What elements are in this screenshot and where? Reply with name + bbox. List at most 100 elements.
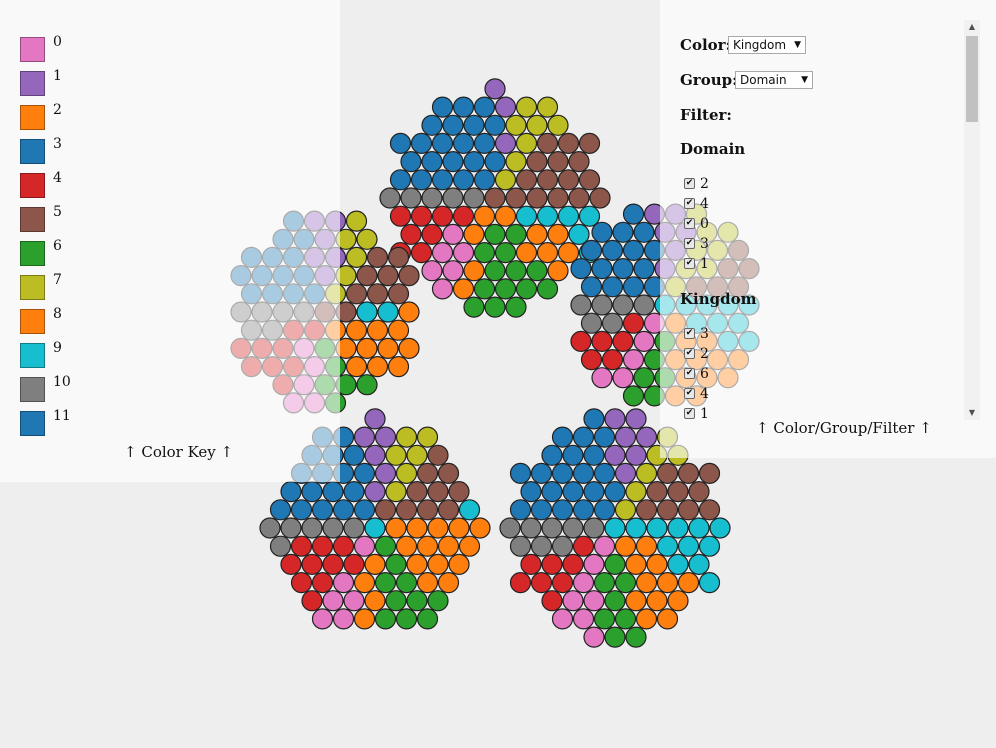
scroll-thumb[interactable] xyxy=(966,36,978,122)
bubble[interactable] xyxy=(322,553,344,576)
bubble[interactable] xyxy=(332,608,355,630)
bubble[interactable] xyxy=(625,408,647,430)
bubble[interactable] xyxy=(416,571,439,594)
bubble[interactable] xyxy=(437,499,460,521)
bubble[interactable] xyxy=(583,626,605,648)
kingdom-checkbox[interactable]: ✔ xyxy=(684,368,695,379)
bubble[interactable] xyxy=(406,517,428,539)
bubble[interactable] xyxy=(570,330,592,352)
bubble[interactable] xyxy=(416,426,439,448)
bubble[interactable] xyxy=(677,499,700,521)
bubble[interactable] xyxy=(343,517,365,539)
bubble[interactable] xyxy=(551,535,574,557)
bubble[interactable] xyxy=(622,239,645,261)
bubble[interactable] xyxy=(442,260,464,282)
bubble[interactable] xyxy=(387,283,410,305)
bubble[interactable] xyxy=(442,187,464,209)
bubble[interactable] xyxy=(580,276,603,298)
bubble[interactable] xyxy=(311,535,334,557)
bubble[interactable] xyxy=(656,571,679,594)
bubble[interactable] xyxy=(259,517,281,539)
bubble[interactable] xyxy=(622,203,645,225)
bubble[interactable] xyxy=(656,535,679,557)
bubble[interactable] xyxy=(572,426,595,448)
bubble[interactable] xyxy=(562,444,584,466)
bubble[interactable] xyxy=(526,260,548,282)
domain-checkbox[interactable]: ✔ xyxy=(684,238,695,249)
bubble[interactable] xyxy=(452,169,475,191)
bubble[interactable] xyxy=(364,481,386,503)
bubble[interactable] xyxy=(416,608,439,630)
bubble[interactable] xyxy=(452,242,475,264)
bubble[interactable] xyxy=(633,294,655,316)
bubble[interactable] xyxy=(604,626,626,648)
bubble[interactable] xyxy=(395,608,418,630)
controls-scroll-area[interactable]: Color: Kingdom ▼ Group: Domain ▼ Filter:… xyxy=(660,16,980,420)
domain-checkbox[interactable]: ✔ xyxy=(684,198,695,209)
bubble[interactable] xyxy=(374,499,397,521)
bubble[interactable] xyxy=(463,114,485,136)
bubble[interactable] xyxy=(473,278,496,300)
bubble[interactable] xyxy=(526,151,548,173)
bubble[interactable] xyxy=(473,242,496,264)
bubble[interactable] xyxy=(646,517,668,539)
bubble[interactable] xyxy=(505,187,527,209)
bubble[interactable] xyxy=(591,294,613,316)
bubble[interactable] xyxy=(698,462,721,484)
bubble[interactable] xyxy=(557,205,580,227)
bubble[interactable] xyxy=(536,205,559,227)
bubble[interactable] xyxy=(505,223,527,245)
bubble[interactable] xyxy=(604,517,626,539)
bubble[interactable] xyxy=(374,608,397,630)
bubble[interactable] xyxy=(385,481,407,503)
bubble[interactable] xyxy=(322,481,344,503)
bubble[interactable] xyxy=(591,258,613,280)
bubble[interactable] xyxy=(601,276,624,298)
bubble[interactable] xyxy=(431,132,454,154)
bubble[interactable] xyxy=(385,553,407,576)
bubble[interactable] xyxy=(551,462,574,484)
bubble[interactable] xyxy=(387,246,410,268)
bubble[interactable] xyxy=(614,535,637,557)
bubble[interactable] xyxy=(562,590,584,612)
bubble[interactable] xyxy=(541,553,563,576)
bubble[interactable] xyxy=(473,205,496,227)
bubble[interactable] xyxy=(593,571,616,594)
bubble[interactable] xyxy=(583,553,605,576)
bubble[interactable] xyxy=(625,444,647,466)
bubble[interactable] xyxy=(526,114,548,136)
bubble[interactable] xyxy=(635,426,658,448)
bubble[interactable] xyxy=(427,444,449,466)
bubble[interactable] xyxy=(469,517,491,539)
bubble[interactable] xyxy=(509,462,532,484)
bubble[interactable] xyxy=(353,535,376,557)
bubble[interactable] xyxy=(583,408,605,430)
bubble[interactable] xyxy=(515,205,538,227)
bubble[interactable] xyxy=(526,187,548,209)
bubble[interactable] xyxy=(389,205,412,227)
bubble[interactable] xyxy=(364,553,386,576)
bubble[interactable] xyxy=(398,301,420,323)
bubble[interactable] xyxy=(557,169,580,191)
group-select[interactable]: Domain ▼ xyxy=(735,71,813,89)
bubble[interactable] xyxy=(499,517,521,539)
bubble[interactable] xyxy=(591,221,613,243)
bubble[interactable] xyxy=(667,553,689,576)
bubble[interactable] xyxy=(578,132,601,154)
bubble[interactable] xyxy=(614,426,637,448)
bubble[interactable] xyxy=(374,535,397,557)
bubble[interactable] xyxy=(601,312,624,334)
bubble[interactable] xyxy=(612,367,634,389)
bubble[interactable] xyxy=(400,223,422,245)
bubble[interactable] xyxy=(677,462,700,484)
bubble[interactable] xyxy=(345,246,368,268)
bubble[interactable] xyxy=(400,151,422,173)
bubble[interactable] xyxy=(557,132,580,154)
bubble[interactable] xyxy=(484,114,506,136)
bubble[interactable] xyxy=(345,210,368,232)
bubble[interactable] xyxy=(364,444,386,466)
bubble[interactable] xyxy=(431,242,454,264)
bubble[interactable] xyxy=(385,590,407,612)
bubble[interactable] xyxy=(547,260,569,282)
domain-checkbox[interactable]: ✔ xyxy=(684,218,695,229)
